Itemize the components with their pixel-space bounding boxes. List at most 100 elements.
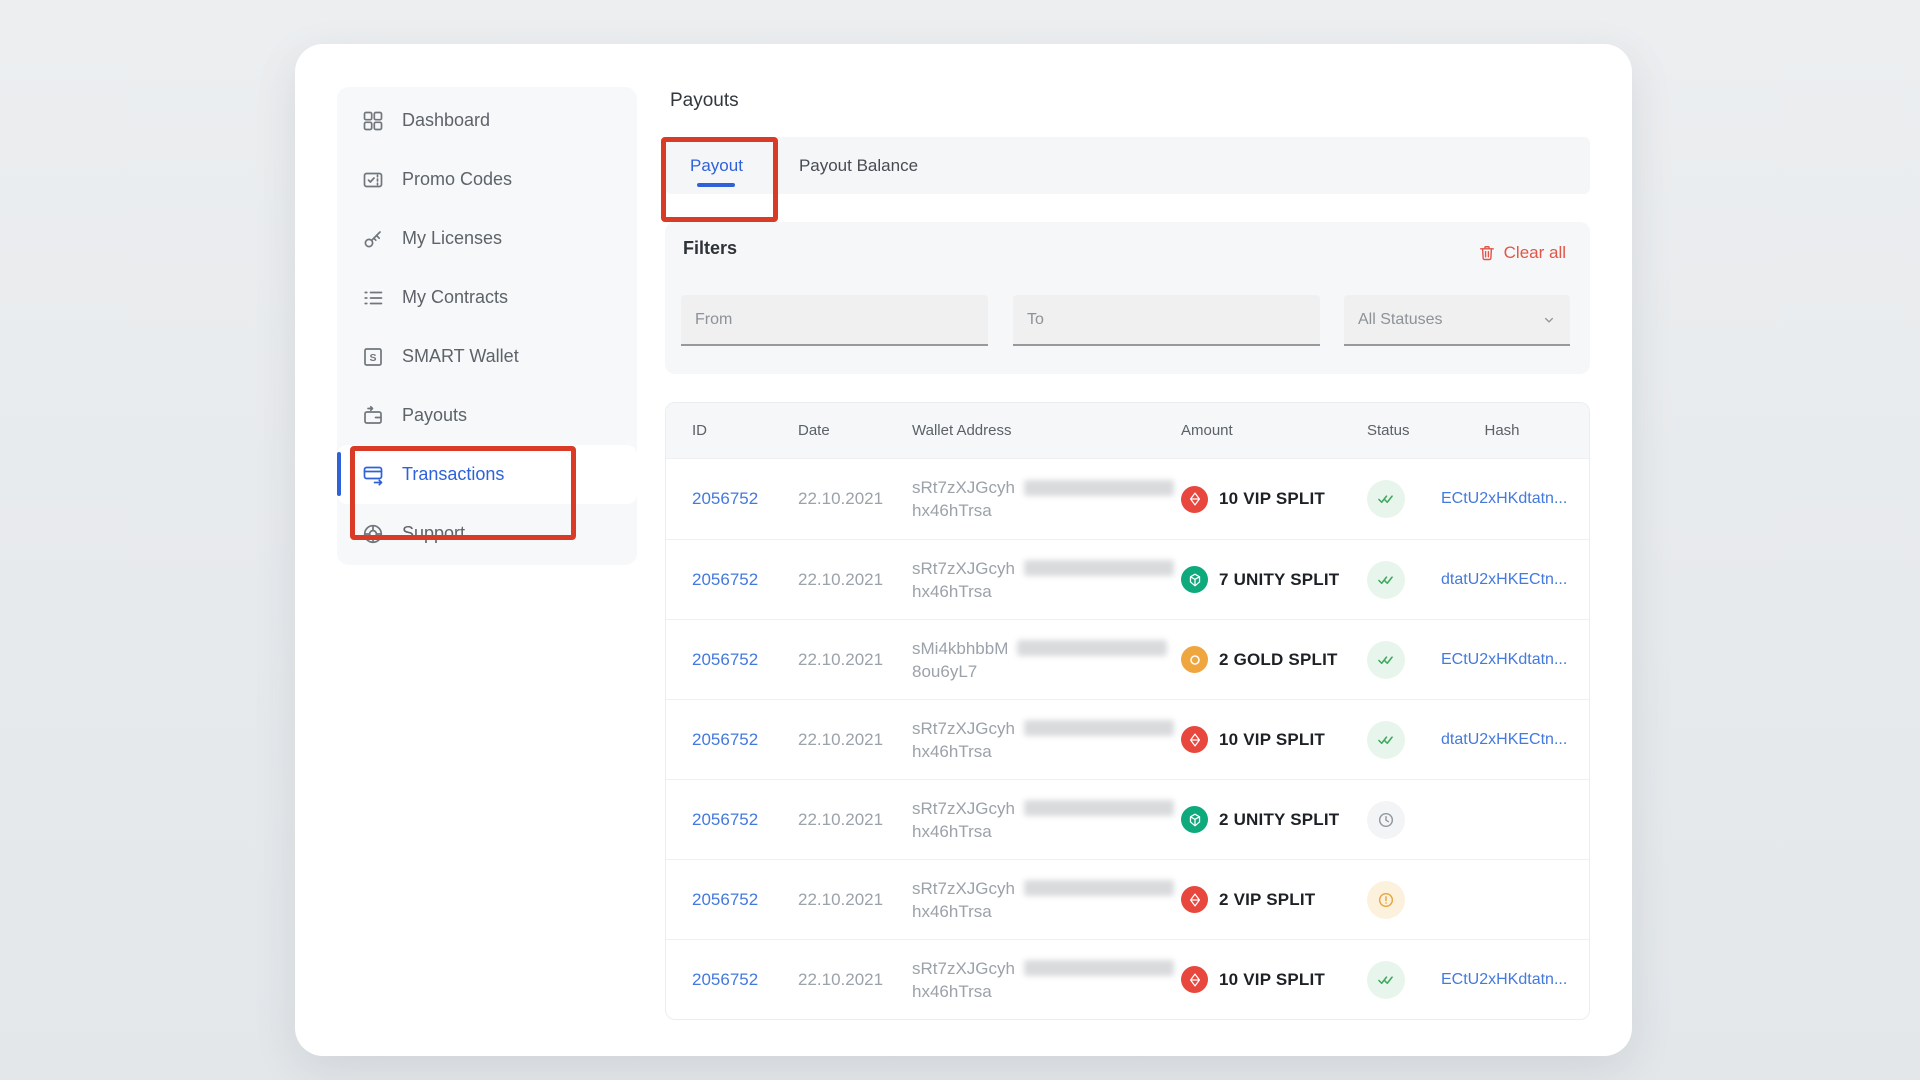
filters-title: Filters	[683, 238, 738, 258]
sidebar-item-label: Payouts	[402, 405, 468, 425]
sidebar: Dashboard Promo Codes My Licenses My Con…	[337, 87, 637, 565]
gold-coin-icon	[1181, 646, 1208, 673]
transactions-card-icon	[361, 463, 385, 487]
sidebar-item-label: Dashboard	[402, 110, 491, 130]
redacted-blur	[1023, 800, 1174, 816]
transaction-id-link[interactable]: 2056752	[692, 649, 759, 669]
column-header-wallet: Wallet Address	[912, 422, 1012, 439]
sidebar-item-smart-wallet[interactable]: SMART Wallet	[337, 327, 637, 386]
trash-icon	[1477, 243, 1497, 263]
amount-cell: 10 VIP SPLIT	[1181, 485, 1359, 513]
success-status-icon	[1367, 960, 1405, 999]
tab-bar: Payout Payout Balance	[665, 137, 1590, 194]
vip-coin-icon	[1181, 726, 1208, 753]
vip-coin-icon	[1181, 485, 1208, 513]
redacted-blur	[1017, 640, 1168, 656]
amount-cell: 2 VIP SPLIT	[1181, 886, 1359, 913]
amount-cell: 2 UNITY SPLIT	[1181, 806, 1359, 833]
status-cell	[1359, 640, 1441, 679]
amount-label: 10 VIP SPLIT	[1219, 489, 1326, 508]
redacted-blur	[1023, 479, 1174, 496]
table-row: 2056752 22.10.2021 sRt7zXJGcyh hx46hTrsa…	[666, 459, 1589, 539]
date-to-input[interactable]	[1013, 295, 1320, 346]
hash-link[interactable]: ECtU2xHKdtatn...	[1441, 970, 1568, 988]
redacted-blur	[1023, 560, 1174, 576]
amount-label: 2 VIP SPLIT	[1219, 889, 1316, 909]
sidebar-item-label: My Licenses	[402, 228, 503, 248]
transaction-id-link[interactable]: 2056752	[692, 809, 759, 829]
sidebar-item-my-contracts[interactable]: My Contracts	[337, 268, 637, 327]
sidebar-item-payouts[interactable]: Payouts	[337, 386, 637, 445]
success-status-icon	[1367, 480, 1405, 518]
promo-codes-icon	[361, 168, 385, 192]
date-from-input[interactable]	[681, 295, 988, 346]
status-cell	[1359, 720, 1441, 759]
sidebar-item-dashboard[interactable]: Dashboard	[337, 91, 637, 150]
transaction-id-link[interactable]: 2056752	[692, 889, 759, 909]
redacted-blur	[1023, 880, 1174, 896]
status-select-value: All Statuses	[1358, 310, 1443, 328]
filters-panel: Filters Clear all All Statuses	[665, 222, 1590, 374]
support-lifebuoy-icon	[361, 522, 385, 546]
table-row: 2056752 22.10.2021 sRt7zXJGcyh hx46hTrsa…	[666, 779, 1589, 859]
success-status-icon	[1367, 720, 1405, 759]
amount-cell: 7 UNITY SPLIT	[1181, 566, 1359, 593]
tab-label: Payout	[690, 155, 743, 175]
vip-coin-icon	[1181, 966, 1208, 993]
tab-payout[interactable]: Payout	[690, 137, 743, 194]
status-select[interactable]: All Statuses	[1344, 295, 1570, 346]
amount-cell: 2 GOLD SPLIT	[1181, 646, 1359, 673]
redacted-blur	[1023, 720, 1174, 736]
table-row: 2056752 22.10.2021 sRt7zXJGcyh hx46hTrsa…	[666, 859, 1589, 939]
wallet-address: sRt7zXJGcyh hx46hTrsa	[912, 557, 1181, 603]
amount-label: 10 VIP SPLIT	[1219, 729, 1326, 749]
column-header-status: Status	[1367, 422, 1410, 439]
sidebar-item-support[interactable]: Support	[337, 504, 637, 563]
transaction-id-link[interactable]: 2056752	[692, 729, 759, 749]
chevron-down-icon	[1540, 311, 1558, 329]
table-row: 2056752 22.10.2021 sRt7zXJGcyh hx46hTrsa…	[666, 939, 1589, 1019]
transaction-date: 22.10.2021	[798, 969, 884, 989]
transaction-id-link[interactable]: 2056752	[692, 969, 759, 989]
status-cell	[1359, 960, 1441, 999]
wallet-address: sRt7zXJGcyh hx46hTrsa	[912, 717, 1181, 763]
column-header-amount: Amount	[1181, 422, 1233, 439]
hash-link[interactable]: ECtU2xHKdtatn...	[1441, 490, 1568, 507]
transaction-id-link[interactable]: 2056752	[692, 569, 759, 589]
clear-all-button[interactable]: Clear all	[1471, 242, 1572, 264]
wallet-address: sRt7zXJGcyh hx46hTrsa	[912, 877, 1181, 923]
table-row: 2056752 22.10.2021 sMi4kbhbbM 8ou6yL7 2 …	[666, 619, 1589, 699]
smart-wallet-icon	[361, 345, 385, 369]
key-icon	[361, 227, 385, 251]
tab-payout-balance[interactable]: Payout Balance	[799, 137, 918, 194]
amount-label: 10 VIP SPLIT	[1219, 969, 1326, 989]
hash-link[interactable]: ECtU2xHKdtatn...	[1441, 650, 1568, 668]
payouts-wallet-icon	[361, 404, 385, 428]
hash-link[interactable]: dtatU2xHKECtn...	[1441, 730, 1568, 748]
sidebar-item-transactions[interactable]: Transactions	[337, 445, 637, 504]
hash-link[interactable]: dtatU2xHKECtn...	[1441, 570, 1568, 588]
dashboard-icon	[361, 109, 385, 133]
unity-coin-icon	[1181, 806, 1208, 833]
sidebar-item-promo-codes[interactable]: Promo Codes	[337, 150, 637, 209]
table-row: 2056752 22.10.2021 sRt7zXJGcyh hx46hTrsa…	[666, 699, 1589, 779]
wallet-address: sRt7zXJGcyh hx46hTrsa	[912, 476, 1181, 522]
sidebar-item-label: Support	[402, 523, 466, 543]
transaction-date: 22.10.2021	[798, 889, 884, 909]
transaction-date: 22.10.2021	[798, 729, 884, 749]
sidebar-item-my-licenses[interactable]: My Licenses	[337, 209, 637, 268]
table-row: 2056752 22.10.2021 sRt7zXJGcyh hx46hTrsa…	[666, 539, 1589, 619]
list-icon	[361, 286, 385, 310]
amount-cell: 10 VIP SPLIT	[1181, 726, 1359, 753]
column-header-date: Date	[798, 422, 830, 439]
amount-cell: 10 VIP SPLIT	[1181, 966, 1359, 993]
tab-label: Payout Balance	[798, 155, 919, 175]
transaction-date: 22.10.2021	[798, 569, 884, 589]
active-item-indicator	[337, 452, 341, 496]
status-cell	[1359, 800, 1441, 839]
page-title: Payouts	[670, 90, 739, 111]
warning-status-icon	[1367, 880, 1405, 919]
transaction-id-link[interactable]: 2056752	[692, 489, 759, 508]
column-header-hash: Hash	[1484, 422, 1520, 439]
